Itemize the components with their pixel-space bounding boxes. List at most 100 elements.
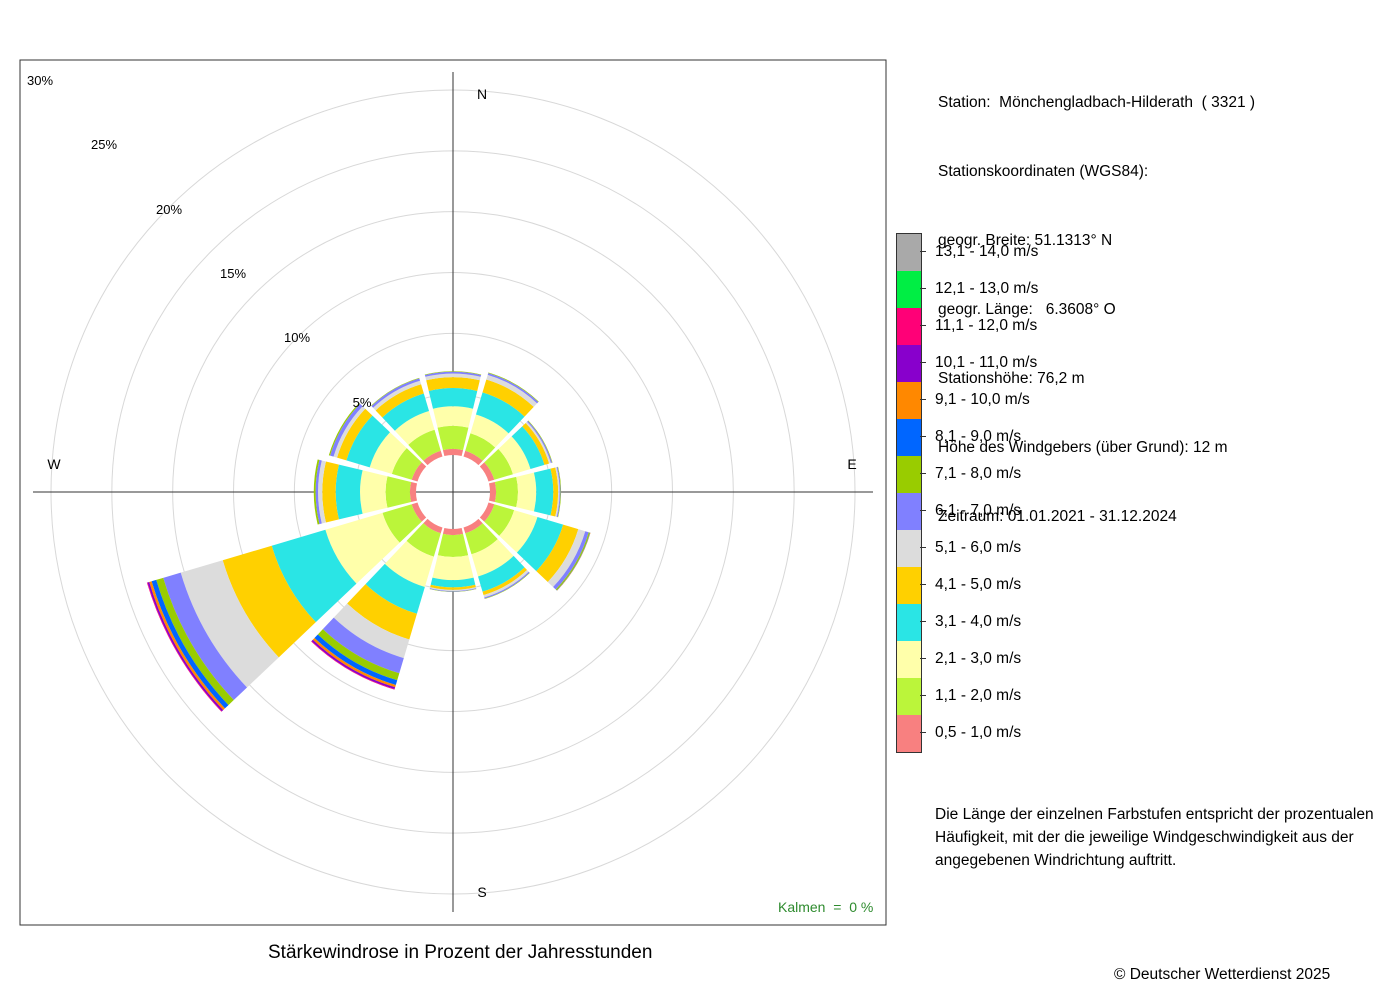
legend-label: 4,1 - 5,0 m/s <box>919 566 1038 603</box>
speed-segment <box>411 502 427 522</box>
speed-segment <box>382 504 422 543</box>
speed-segment <box>347 584 417 640</box>
speed-segment <box>373 380 422 411</box>
speed-segment <box>494 476 518 508</box>
speed-segment <box>498 436 531 475</box>
speed-segment <box>557 466 562 518</box>
legend-label: 3,1 - 4,0 m/s <box>919 603 1038 640</box>
speed-segment <box>330 403 363 457</box>
speed-segment <box>487 373 539 404</box>
sector-0 <box>424 371 482 457</box>
speed-segment <box>333 603 410 659</box>
speed-segment <box>527 420 553 463</box>
coords-label: Stationskoordinaten (WGS84): <box>938 163 1149 180</box>
ring-label-5: 5% <box>353 395 372 410</box>
speed-segment <box>483 570 529 598</box>
sector-30 <box>463 372 539 466</box>
speed-segment <box>369 432 407 474</box>
sector-270 <box>313 459 418 525</box>
ring-label-10: 10% <box>284 330 310 345</box>
speed-segment <box>470 414 509 448</box>
legend-label: 7,1 - 8,0 m/s <box>919 455 1038 492</box>
ring-label-20: 20% <box>156 202 182 217</box>
speed-segment <box>163 572 248 701</box>
speed-segment <box>411 462 427 482</box>
speed-segment <box>430 577 476 588</box>
chart-title: Stärkewindrose in Prozent der Jahresstun… <box>268 942 653 963</box>
speed-segment <box>337 408 373 461</box>
speed-segment <box>371 378 421 408</box>
sensor-height: Höhe des Windgebers (über Grund): 12 m <box>938 439 1228 456</box>
legend-label: 11,1 - 12,0 m/s <box>919 307 1038 344</box>
legend-label: 8,1 - 9,0 m/s <box>919 418 1038 455</box>
compass-label-n: N <box>477 86 487 102</box>
speed-segment <box>156 577 234 706</box>
speed-segment <box>478 555 525 592</box>
speed-segment <box>479 502 495 522</box>
speed-segment <box>346 415 390 468</box>
speed-segment <box>424 371 482 375</box>
legend-swatch <box>897 345 921 382</box>
legend-swatch <box>897 715 921 752</box>
speed-segment <box>442 527 464 536</box>
speed-segment <box>406 523 441 557</box>
speed-segment <box>385 476 412 508</box>
station-elevation: Stationshöhe: 76,2 m <box>938 370 1085 387</box>
speed-segment <box>555 467 560 517</box>
axes <box>33 72 873 912</box>
legend-label: 13,1 - 14,0 m/s <box>919 233 1038 270</box>
legend-swatch <box>897 567 921 604</box>
legend-swatch <box>897 308 921 345</box>
sector-300 <box>328 402 427 482</box>
speed-segment <box>479 462 495 482</box>
speed-segment <box>335 464 363 520</box>
speed-segment <box>430 584 476 590</box>
speed-segment <box>484 504 515 536</box>
speed-segment <box>222 545 316 658</box>
speed-segment <box>315 459 322 525</box>
speed-segment <box>424 371 482 377</box>
legend-label: 9,1 - 10,0 m/s <box>919 381 1038 418</box>
copyright: © Deutscher Wetterdienst 2025 <box>1114 966 1331 983</box>
speed-segment <box>482 567 528 596</box>
speed-segment <box>511 426 545 470</box>
speed-segment <box>533 468 554 516</box>
speed-segment <box>465 433 496 461</box>
legend-labels: 13,1 - 14,0 m/s 12,1 - 13,0 m/s 11,1 - 1… <box>919 233 1038 751</box>
speed-segment <box>314 634 398 685</box>
legend-swatch <box>897 604 921 641</box>
plot-frame <box>19 59 887 926</box>
legend-label: 0,5 - 1,0 m/s <box>919 714 1038 751</box>
speed-segment <box>547 529 586 587</box>
speed-segment <box>433 406 473 428</box>
speed-segment <box>516 472 537 512</box>
speed-segment <box>384 540 434 587</box>
speed-segment <box>333 406 366 458</box>
sector-90 <box>488 466 562 518</box>
speed-segment <box>486 374 538 407</box>
legend-label: 5,1 - 6,0 m/s <box>919 529 1038 566</box>
legend-swatch <box>897 493 921 530</box>
speed-segment <box>475 392 525 434</box>
sector-210 <box>311 518 443 690</box>
speed-segment <box>488 481 497 503</box>
speed-segment <box>325 512 400 584</box>
speed-segment <box>437 425 469 451</box>
legend-label: 6,1 - 7,0 m/s <box>919 492 1038 529</box>
legend-swatch <box>897 382 921 419</box>
speed-segment <box>442 448 464 457</box>
speed-segment <box>463 450 483 466</box>
speed-segment <box>556 466 561 518</box>
legend-label: 10,1 - 11,0 m/s <box>919 344 1038 381</box>
period: Zeitraum: 01.01.2021 - 31.12.2024 <box>938 508 1177 525</box>
sector-180 <box>429 527 477 592</box>
compass-label-w: W <box>47 456 61 472</box>
legend-swatch <box>897 530 921 567</box>
compass-label-s: S <box>477 884 486 900</box>
speed-segment <box>271 529 357 623</box>
speed-segment <box>429 588 477 592</box>
speed-segment <box>322 617 404 674</box>
speed-segment <box>382 393 430 431</box>
legend-swatch <box>897 456 921 493</box>
speed-segment <box>463 518 483 534</box>
